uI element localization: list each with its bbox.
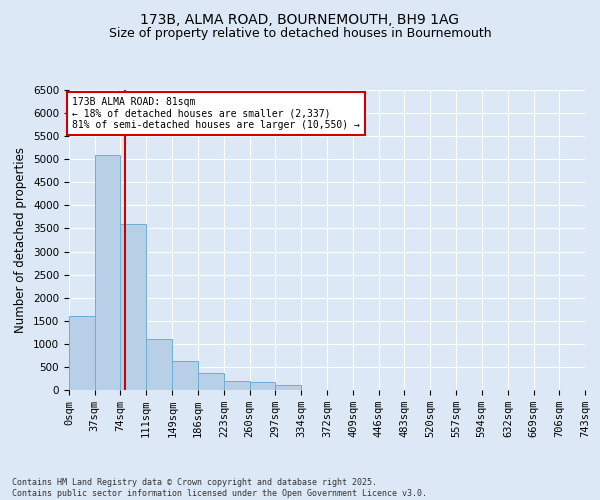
Text: 173B ALMA ROAD: 81sqm
← 18% of detached houses are smaller (2,337)
81% of semi-d: 173B ALMA ROAD: 81sqm ← 18% of detached … — [72, 97, 359, 130]
Text: Contains HM Land Registry data © Crown copyright and database right 2025.
Contai: Contains HM Land Registry data © Crown c… — [12, 478, 427, 498]
Bar — [95, 154, 121, 390]
Y-axis label: Number of detached properties: Number of detached properties — [14, 147, 28, 333]
Bar — [198, 373, 224, 390]
Text: Size of property relative to detached houses in Bournemouth: Size of property relative to detached ho… — [109, 28, 491, 40]
Bar — [224, 381, 250, 390]
Bar — [121, 224, 146, 390]
Bar — [172, 362, 198, 390]
Bar — [146, 339, 172, 390]
Bar — [275, 385, 301, 390]
Bar — [69, 316, 95, 390]
Bar — [250, 382, 275, 390]
Text: 173B, ALMA ROAD, BOURNEMOUTH, BH9 1AG: 173B, ALMA ROAD, BOURNEMOUTH, BH9 1AG — [140, 12, 460, 26]
